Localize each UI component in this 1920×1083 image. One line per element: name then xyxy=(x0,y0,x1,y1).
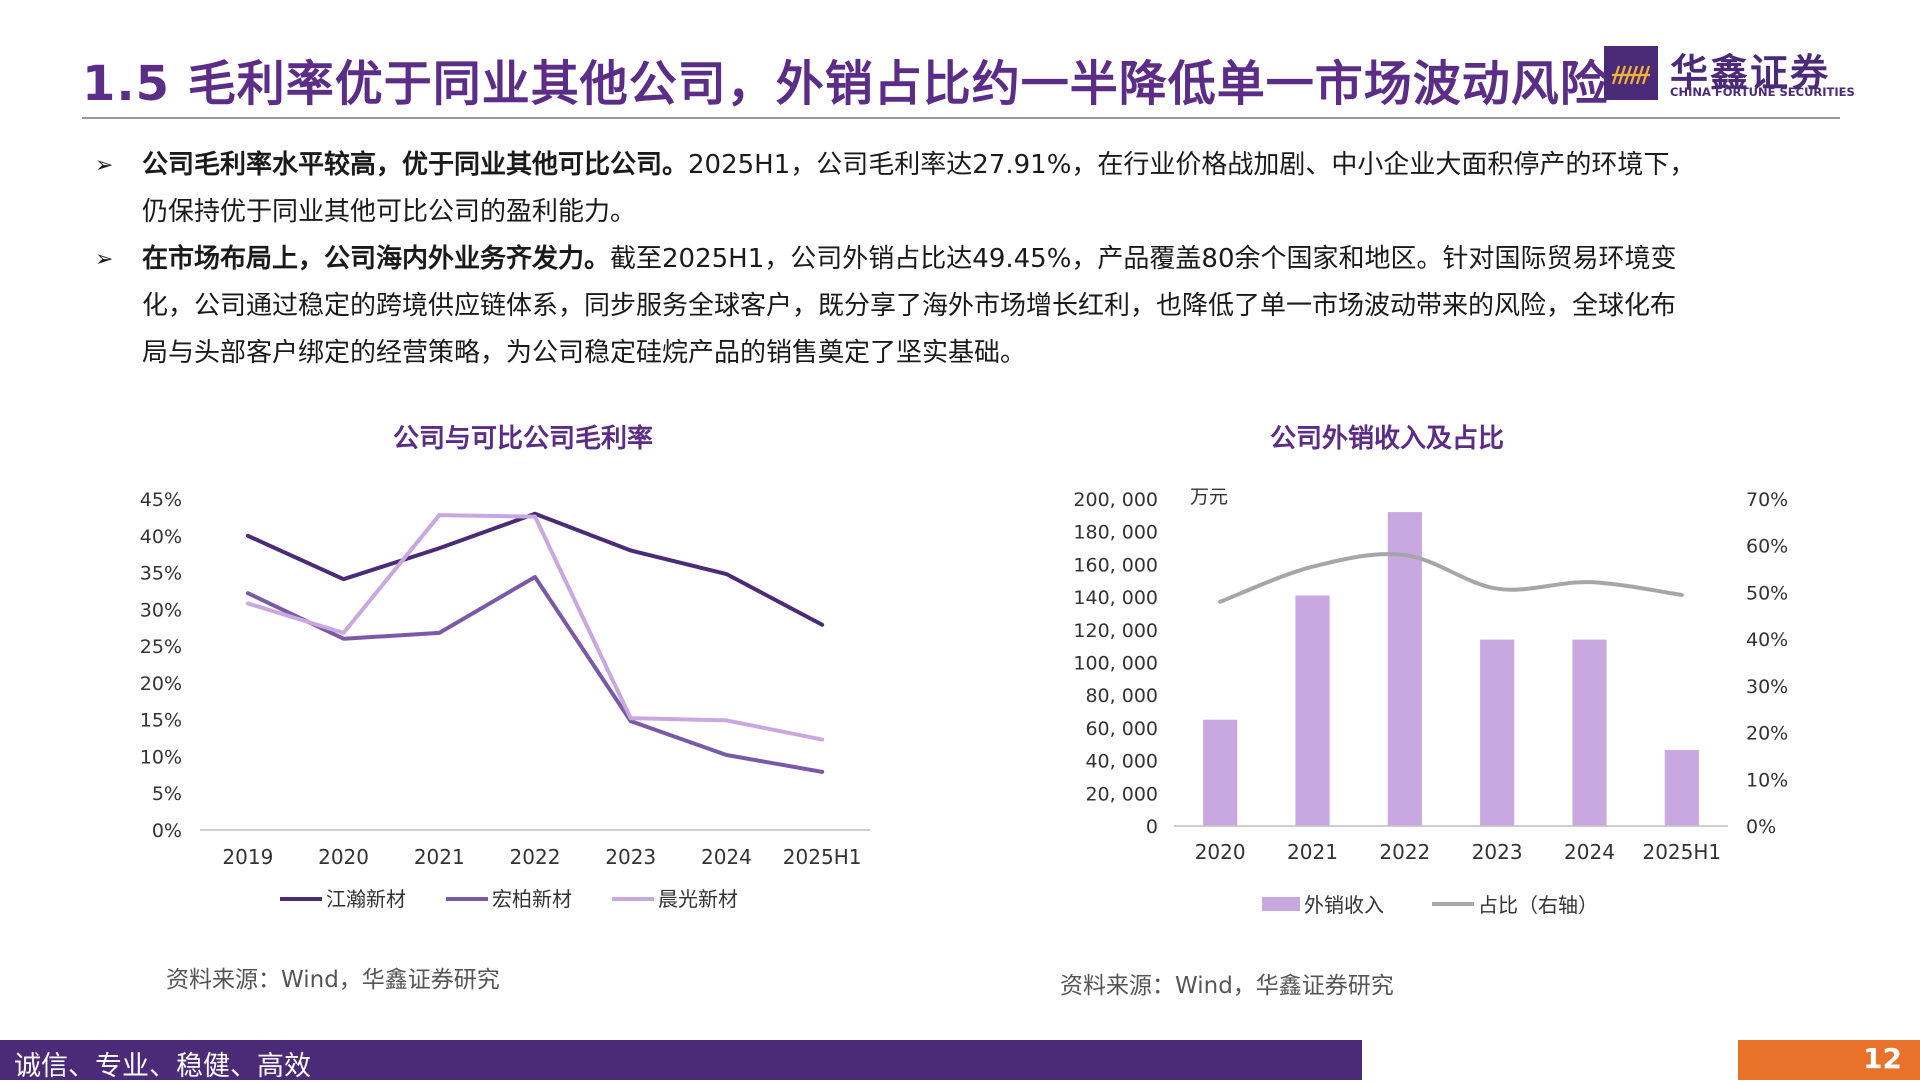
logo-mark-icon xyxy=(1604,46,1658,100)
x-tick-label: 2020 xyxy=(1195,840,1246,864)
y-tick-label: 0 xyxy=(1146,816,1158,838)
y-tick-label: 35% xyxy=(140,563,182,585)
bar xyxy=(1295,595,1330,826)
y2-tick-label: 50% xyxy=(1746,582,1788,604)
x-tick-label: 2025H1 xyxy=(1642,840,1721,864)
series-line xyxy=(245,513,825,742)
x-tick-label: 2023 xyxy=(1472,840,1523,864)
title-divider xyxy=(82,117,1840,119)
y-tick-label: 80, 000 xyxy=(1085,685,1158,707)
footer-bar: 诚信、专业、稳健、高效 12 xyxy=(0,1040,1920,1082)
y2-tick-label: 20% xyxy=(1746,723,1788,745)
y2-tick-label: 0% xyxy=(1746,816,1776,838)
x-tick-label: 2022 xyxy=(510,845,561,869)
chart-title-export-revenue: 公司外销收入及占比 xyxy=(1270,424,1505,454)
legend-label: 宏柏新材 xyxy=(492,887,572,911)
legend-label: 外销收入 xyxy=(1304,893,1384,917)
series-line xyxy=(245,511,825,627)
x-tick-label: 2022 xyxy=(1379,840,1430,864)
x-tick-label: 2024 xyxy=(701,845,752,869)
bullet-text-line: 化，公司通过稳定的跨境供应链体系，同步服务全球客户，既分享了海外市场增长红利，也… xyxy=(142,291,1677,321)
y-tick-label: 180, 000 xyxy=(1073,522,1158,544)
logo-english-name: CHINA FORTUNE SECURITIES xyxy=(1670,85,1855,99)
y-tick-label: 5% xyxy=(152,783,182,805)
y2-tick-label: 10% xyxy=(1746,769,1788,791)
bar xyxy=(1480,639,1515,826)
bar xyxy=(1387,512,1422,826)
y2-tick-label: 40% xyxy=(1746,629,1788,651)
y-tick-label: 20, 000 xyxy=(1085,783,1158,805)
bullet-heading: 在市场布局上，公司海内外业务齐发力。 xyxy=(142,244,611,274)
y-tick-label: 200, 000 xyxy=(1073,489,1158,511)
y2-tick-label: 70% xyxy=(1746,489,1788,511)
bullet-arrow-icon: ➢ xyxy=(95,153,114,178)
y2-tick-label: 60% xyxy=(1746,536,1788,558)
bar xyxy=(1572,639,1607,826)
bullet-text-line: 截至2025H1，公司外销占比达49.45%，产品覆盖80余个国家和地区。针对国… xyxy=(610,244,1677,274)
y-tick-label: 140, 000 xyxy=(1073,587,1158,609)
y-tick-label: 45% xyxy=(140,489,182,511)
logo-chinese-name: 华鑫证券 xyxy=(1670,51,1831,95)
chart-title-gross-margin: 公司与可比公司毛利率 xyxy=(393,424,654,454)
bullet-item: ➢ 在市场布局上，公司海内外业务齐发力。截至2025H1，公司外销占比达49.4… xyxy=(95,236,1795,377)
y-tick-label: 40, 000 xyxy=(1085,751,1158,773)
company-logo: 华鑫证券 CHINA FORTUNE SECURITIES xyxy=(1604,44,1855,100)
x-tick-label: 2023 xyxy=(605,845,656,869)
bullet-text-line: 局与头部客户绑定的经营策略，为公司稳定硅烷产品的销售奠定了坚实基础。 xyxy=(142,338,1027,368)
bar xyxy=(1203,719,1238,826)
bullet-arrow-icon: ➢ xyxy=(95,247,114,272)
x-tick-label: 2020 xyxy=(318,845,369,869)
x-tick-label: 2024 xyxy=(1564,840,1615,864)
bullet-text-line: 2025H1，公司毛利率达27.91%，在行业价格战加剧、中小企业大面积停产的环… xyxy=(688,150,1696,180)
x-tick-label: 2019 xyxy=(222,845,273,869)
page-title: 1.5 毛利率优于同业其他公司，外销占比约一半降低单一市场波动风险 xyxy=(82,56,1609,112)
y-tick-label: 40% xyxy=(140,526,182,548)
share-line xyxy=(1218,552,1684,604)
chart-source-left: 资料来源：Wind，华鑫证券研究 xyxy=(166,967,500,993)
y-tick-label: 120, 000 xyxy=(1073,620,1158,642)
bullet-text-line: 仍保持优于同业其他可比公司的盈利能力。 xyxy=(142,197,637,227)
export-revenue-combo-chart: 0 20, 000 40, 000 60, 000 80, 000 100, 000 120… xyxy=(1073,486,1788,917)
bullet-list: ➢ 公司毛利率水平较高，优于同业其他可比公司。2025H1，公司毛利率达27.9… xyxy=(95,142,1795,377)
y-tick-label: 15% xyxy=(140,710,182,732)
x-tick-label: 2025H1 xyxy=(783,845,862,869)
y-tick-label: 100, 000 xyxy=(1073,653,1158,675)
footer-purple-band: 诚信、专业、稳健、高效 xyxy=(0,1040,1362,1082)
legend-label: 占比（右轴） xyxy=(1478,893,1598,917)
y2-tick-label: 30% xyxy=(1746,676,1788,698)
unit-label: 万元 xyxy=(1190,486,1228,508)
x-tick-label: 2021 xyxy=(414,845,465,869)
footer-motto: 诚信、专业、稳健、高效 xyxy=(14,1051,311,1082)
gross-margin-line-chart: 0% 5% 10% 15% 20% 25% 30% 35% 40% 45% 2019 2020 2021… xyxy=(140,489,870,911)
legend-label: 江瀚新材 xyxy=(326,887,406,911)
legend-swatch xyxy=(1262,897,1300,911)
y-tick-label: 160, 000 xyxy=(1073,554,1158,576)
series-line xyxy=(245,574,825,774)
y-tick-label: 25% xyxy=(140,636,182,658)
footer-orange-band: 12 xyxy=(1738,1040,1920,1080)
bar xyxy=(1664,749,1699,826)
y-tick-label: 10% xyxy=(140,746,182,768)
y-tick-label: 30% xyxy=(140,599,182,621)
chart-source-right: 资料来源：Wind，华鑫证券研究 xyxy=(1060,973,1394,999)
bullet-item: ➢ 公司毛利率水平较高，优于同业其他可比公司。2025H1，公司毛利率达27.9… xyxy=(95,142,1795,236)
x-tick-label: 2021 xyxy=(1287,840,1338,864)
bullet-heading: 公司毛利率水平较高，优于同业其他可比公司。 xyxy=(142,150,689,180)
y-tick-label: 60, 000 xyxy=(1085,718,1158,740)
page-number: 12 xyxy=(1863,1042,1902,1075)
legend-label: 晨光新材 xyxy=(658,887,738,911)
y-tick-label: 20% xyxy=(140,673,182,695)
y-tick-label: 0% xyxy=(152,820,182,842)
